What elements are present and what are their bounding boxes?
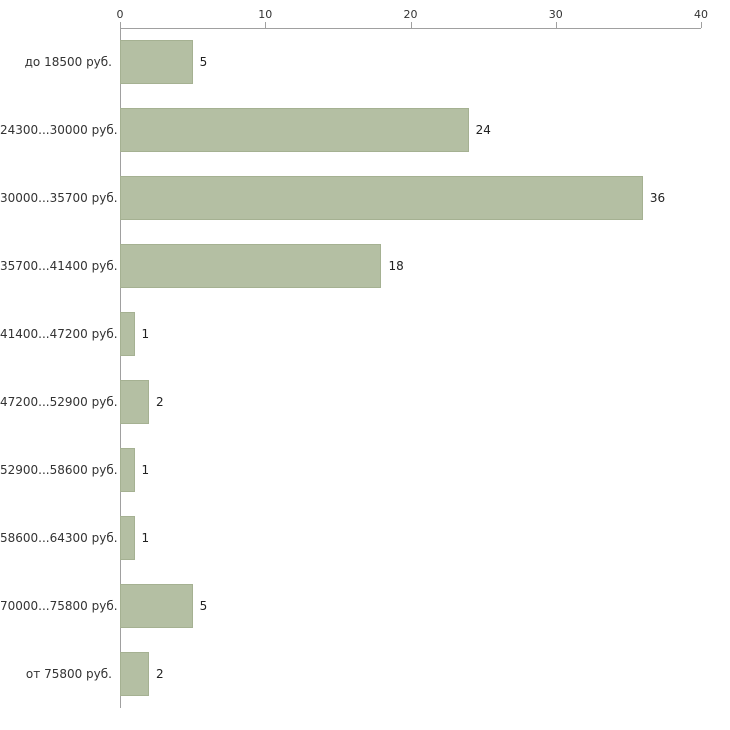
bar — [120, 108, 469, 152]
bar-row: 24300...30000 руб. 24 — [0, 96, 730, 164]
category-label: до 18500 руб. — [24, 55, 112, 69]
bar — [120, 244, 382, 288]
plot-area — [120, 28, 701, 708]
value-label: 2 — [156, 395, 164, 409]
category-label: 58600...64300 руб. — [0, 531, 118, 545]
value-label: 5 — [199, 599, 208, 613]
bar-row: 41400...47200 руб. 1 — [0, 300, 730, 368]
x-axis-tick-label: 20 — [403, 8, 418, 21]
category-label: 70000...75800 руб. — [0, 599, 118, 613]
bar — [120, 176, 643, 220]
bar — [120, 652, 150, 696]
x-axis-tick-label: 0 — [116, 8, 124, 21]
bar — [120, 516, 135, 560]
x-axis-tick — [701, 22, 702, 28]
bar-row: 70000...75800 руб. 5 — [0, 572, 730, 640]
category-label: от 75800 руб. — [25, 667, 112, 681]
x-axis-tick-label: 40 — [694, 8, 708, 21]
x-axis-tick-label: 30 — [548, 8, 563, 21]
value-label: 1 — [141, 463, 150, 477]
bar — [120, 312, 135, 356]
value-label: 2 — [156, 667, 164, 681]
bar — [120, 380, 150, 424]
bar-row: 47200...52900 руб. 2 — [0, 368, 730, 436]
bar — [120, 584, 193, 628]
x-axis-tick — [555, 22, 557, 28]
value-label: 36 — [649, 191, 666, 205]
bar-row: 30000...35700 руб. 36 — [0, 164, 730, 232]
value-label: 18 — [388, 259, 404, 273]
category-label: 47200...52900 руб. — [0, 395, 118, 409]
bar-row: 52900...58600 руб. 1 — [0, 436, 730, 504]
category-label: 35700...41400 руб. — [0, 259, 118, 273]
x-axis-tick — [410, 22, 412, 28]
bar-row: 58600...64300 руб. 1 — [0, 504, 730, 572]
x-axis-tick — [120, 22, 121, 28]
category-label: 24300...30000 руб. — [0, 123, 118, 137]
bar-row: 35700...41400 руб. 18 — [0, 232, 730, 300]
category-label: 41400...47200 руб. — [0, 327, 118, 341]
value-label: 5 — [199, 55, 208, 69]
x-axis-tick — [265, 22, 267, 28]
category-label: 30000...35700 руб. — [0, 191, 118, 205]
value-label: 1 — [141, 327, 150, 341]
bar-row: от 75800 руб. 2 — [0, 640, 730, 708]
x-axis-tick-label: 10 — [258, 8, 273, 21]
category-label: 52900...58600 руб. — [0, 463, 118, 477]
bar — [120, 448, 135, 492]
bar — [120, 40, 193, 84]
value-label: 1 — [141, 531, 150, 545]
bar-row: до 18500 руб. 5 — [0, 28, 730, 96]
value-label: 24 — [475, 123, 491, 137]
